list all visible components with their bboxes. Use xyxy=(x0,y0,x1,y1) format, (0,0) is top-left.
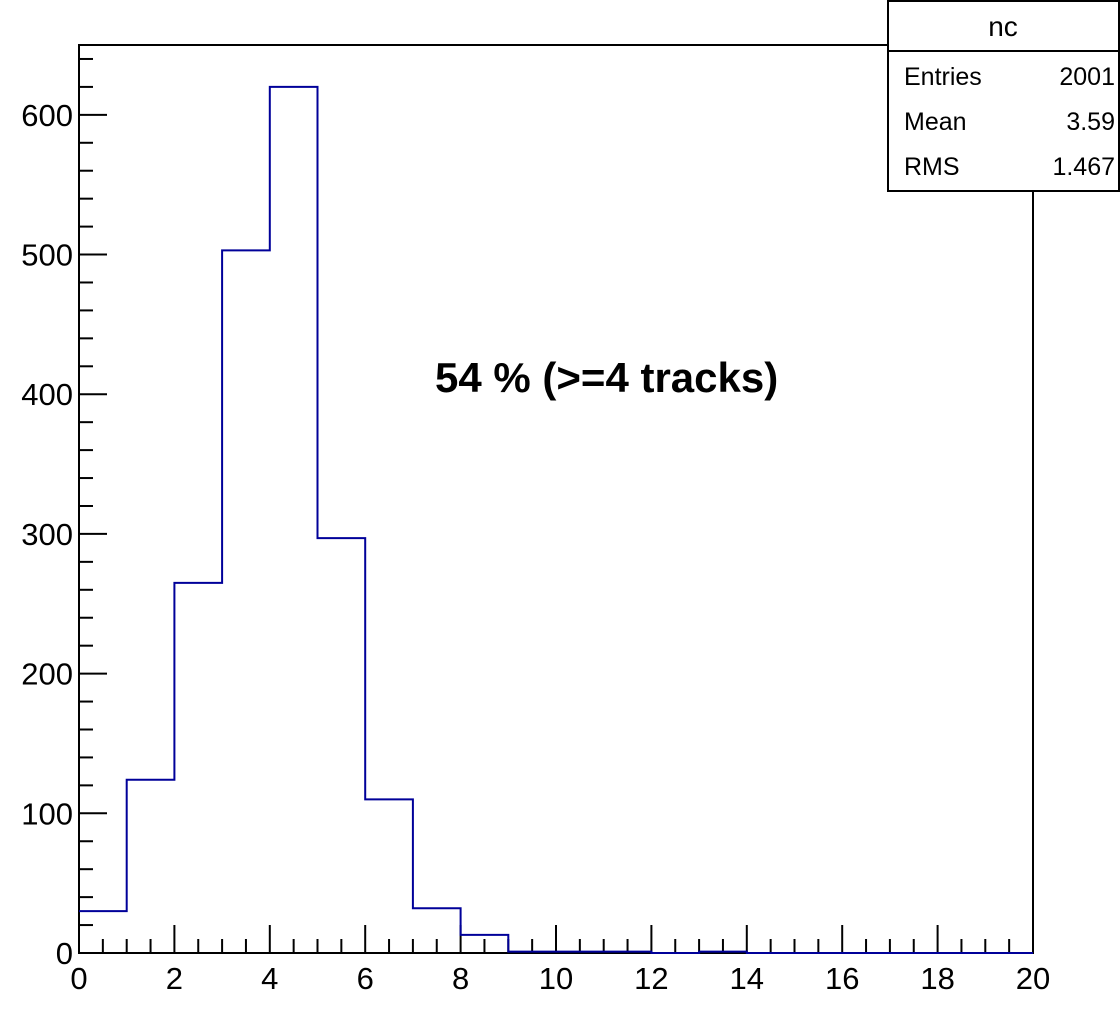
y-tick-label: 100 xyxy=(21,796,73,831)
x-tick-label: 4 xyxy=(261,961,278,996)
stats-entries-value: 2001 xyxy=(1059,63,1115,91)
stats-mean-value: 3.59 xyxy=(1066,108,1115,136)
y-tick-label: 0 xyxy=(56,936,73,971)
y-tick-label: 400 xyxy=(21,377,73,412)
x-axis-ticks xyxy=(78,925,1034,953)
stats-box-title: nc xyxy=(988,11,1018,42)
x-tick-label: 2 xyxy=(166,961,183,996)
y-tick-label: 200 xyxy=(21,657,73,692)
stats-box: nc Entries 2001 Mean 3.59 RMS 1.467 xyxy=(887,0,1120,192)
x-tick-label: 18 xyxy=(920,961,954,996)
x-tick-label: 14 xyxy=(730,961,764,996)
x-tick-label: 10 xyxy=(539,961,573,996)
stats-rms-value: 1.467 xyxy=(1052,153,1115,181)
stats-rms-label: RMS xyxy=(904,153,960,181)
y-tick-label: 500 xyxy=(21,238,73,273)
x-tick-label: 20 xyxy=(1016,961,1050,996)
stats-box-body xyxy=(887,50,1120,192)
stats-entries-label: Entries xyxy=(904,63,982,91)
annotation-text: 54 % (>=4 tracks) xyxy=(435,354,778,401)
x-axis-tick-labels: 0 2 4 6 8 10 12 14 16 18 20 xyxy=(70,961,1050,996)
x-tick-label: 12 xyxy=(634,961,668,996)
x-tick-label: 16 xyxy=(825,961,859,996)
histogram-outline xyxy=(79,85,1033,954)
x-tick-label: 8 xyxy=(452,961,469,996)
y-axis-tick-labels: 0 100 200 300 400 500 600 xyxy=(21,98,73,971)
x-tick-label: 0 xyxy=(70,961,87,996)
x-tick-label: 6 xyxy=(357,961,374,996)
y-tick-label: 300 xyxy=(21,517,73,552)
stats-mean-label: Mean xyxy=(904,108,967,136)
stats-box-header xyxy=(887,0,1120,52)
y-tick-label: 600 xyxy=(21,98,73,133)
